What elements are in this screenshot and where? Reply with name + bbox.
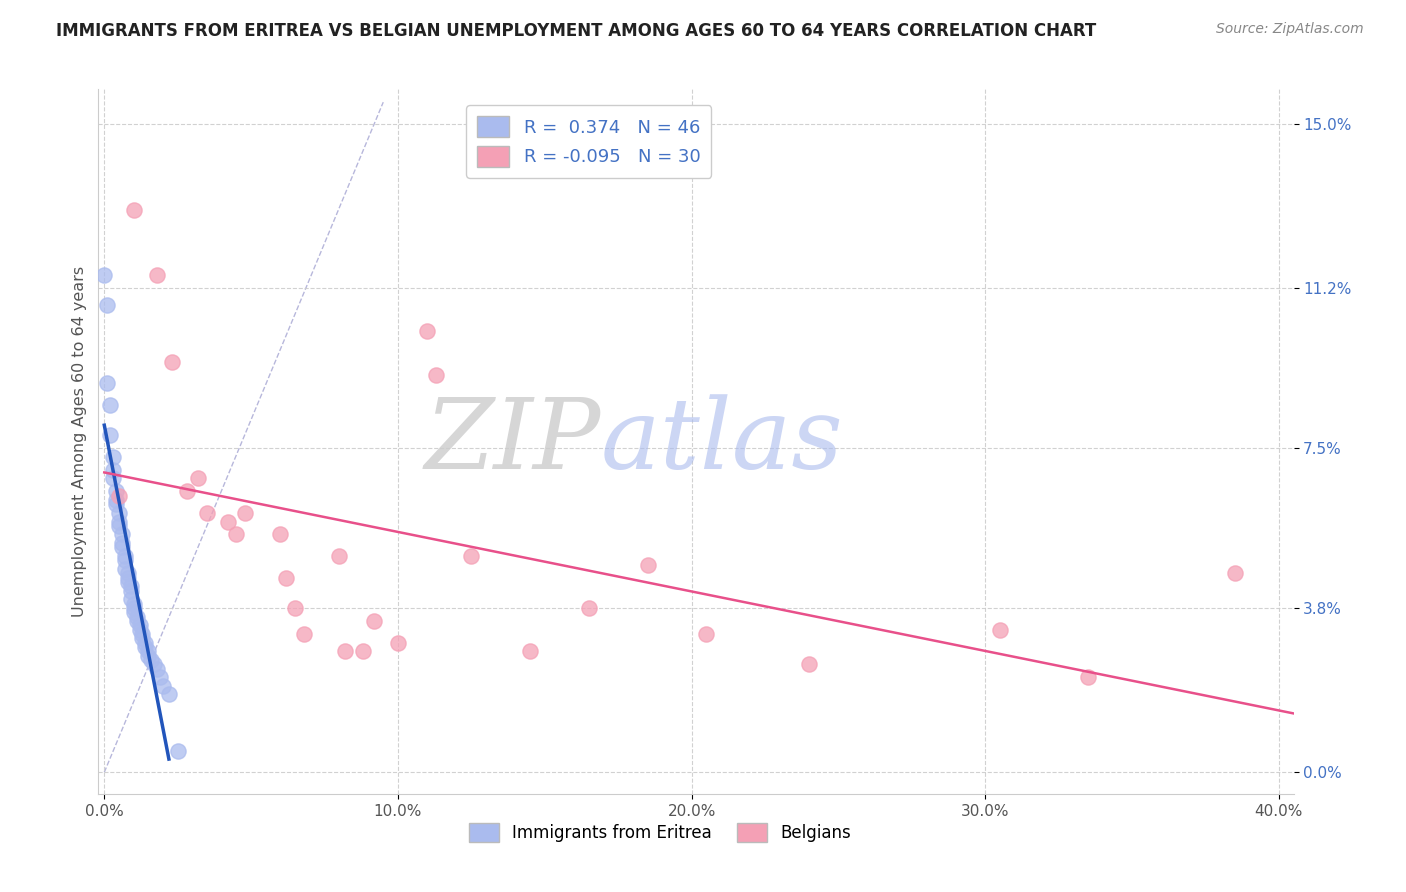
Point xyxy=(269,527,291,541)
Point xyxy=(131,627,153,641)
Point xyxy=(138,648,160,663)
Text: atlas: atlas xyxy=(600,394,844,489)
Point xyxy=(1223,566,1246,581)
Point xyxy=(195,506,218,520)
Point xyxy=(225,527,247,541)
Point xyxy=(128,618,150,632)
Point xyxy=(108,506,131,520)
Point xyxy=(111,541,134,555)
Point xyxy=(111,527,134,541)
Point xyxy=(122,203,145,218)
Point xyxy=(120,583,142,598)
Point xyxy=(108,519,131,533)
Point xyxy=(122,605,145,619)
Point xyxy=(117,571,139,585)
Point xyxy=(105,484,128,499)
Point xyxy=(125,609,148,624)
Point xyxy=(217,515,239,529)
Point xyxy=(108,489,131,503)
Point xyxy=(93,268,115,282)
Point xyxy=(96,376,118,391)
Point xyxy=(276,571,298,585)
Point xyxy=(122,601,145,615)
Point xyxy=(101,463,124,477)
Point xyxy=(128,623,150,637)
Point xyxy=(117,566,139,581)
Point xyxy=(146,661,169,675)
Point xyxy=(1077,670,1099,684)
Y-axis label: Unemployment Among Ages 60 to 64 years: Unemployment Among Ages 60 to 64 years xyxy=(72,266,87,617)
Point xyxy=(108,515,131,529)
Point xyxy=(131,632,153,646)
Point xyxy=(363,614,385,628)
Point xyxy=(352,644,374,658)
Point xyxy=(166,744,188,758)
Point xyxy=(134,640,156,654)
Point xyxy=(101,471,124,485)
Point xyxy=(233,506,256,520)
Point xyxy=(425,368,447,382)
Point xyxy=(416,324,439,338)
Point xyxy=(797,657,820,672)
Point xyxy=(387,635,409,649)
Point xyxy=(98,428,121,442)
Point xyxy=(157,688,180,702)
Point xyxy=(114,553,136,567)
Point xyxy=(187,471,209,485)
Point xyxy=(98,398,121,412)
Text: IMMIGRANTS FROM ERITREA VS BELGIAN UNEMPLOYMENT AMONG AGES 60 TO 64 YEARS CORREL: IMMIGRANTS FROM ERITREA VS BELGIAN UNEMP… xyxy=(56,22,1097,40)
Point xyxy=(134,635,156,649)
Point xyxy=(152,679,174,693)
Point xyxy=(143,657,166,672)
Point xyxy=(176,484,198,499)
Point xyxy=(120,579,142,593)
Point xyxy=(96,298,118,312)
Point xyxy=(125,614,148,628)
Point xyxy=(637,558,659,572)
Point xyxy=(105,497,128,511)
Point xyxy=(333,644,356,658)
Text: Source: ZipAtlas.com: Source: ZipAtlas.com xyxy=(1216,22,1364,37)
Point xyxy=(146,268,169,282)
Point xyxy=(122,597,145,611)
Legend: Immigrants from Eritrea, Belgians: Immigrants from Eritrea, Belgians xyxy=(463,816,858,849)
Point xyxy=(149,670,172,684)
Point xyxy=(695,627,717,641)
Point xyxy=(292,627,315,641)
Point xyxy=(988,623,1011,637)
Point xyxy=(578,601,600,615)
Point xyxy=(519,644,541,658)
Point xyxy=(141,653,163,667)
Point xyxy=(328,549,350,563)
Point xyxy=(160,354,183,368)
Point xyxy=(111,536,134,550)
Point xyxy=(117,575,139,590)
Point xyxy=(460,549,482,563)
Point xyxy=(101,450,124,464)
Point xyxy=(120,592,142,607)
Point xyxy=(284,601,307,615)
Text: ZIP: ZIP xyxy=(425,394,600,489)
Point xyxy=(114,549,136,563)
Point xyxy=(105,492,128,507)
Point xyxy=(138,644,160,658)
Point xyxy=(114,562,136,576)
